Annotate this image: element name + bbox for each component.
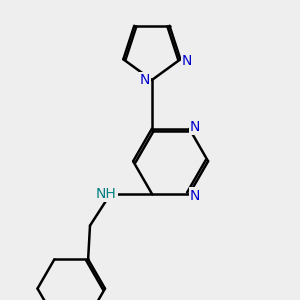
Text: N: N: [182, 54, 192, 68]
Text: N: N: [140, 73, 150, 87]
Text: N: N: [190, 189, 200, 202]
Text: N: N: [190, 120, 200, 134]
Text: NH: NH: [96, 187, 116, 201]
